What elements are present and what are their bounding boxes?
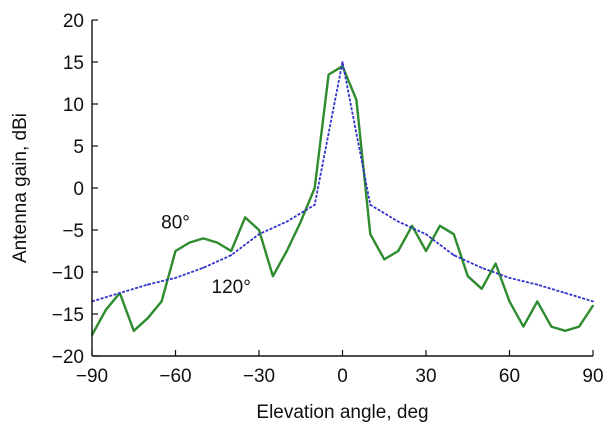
series-point-0 bbox=[133, 330, 135, 332]
series-point-0 bbox=[439, 225, 441, 227]
x-tick-label: −90 bbox=[76, 366, 108, 387]
x-tick-label: 0 bbox=[337, 366, 348, 387]
y-tick-label: 0 bbox=[73, 179, 84, 200]
y-tick-label: −10 bbox=[52, 263, 84, 284]
series-point-0 bbox=[578, 326, 580, 328]
y-tick-label: 15 bbox=[63, 53, 84, 74]
series-point-1 bbox=[481, 267, 483, 269]
series-point-0 bbox=[216, 242, 218, 244]
series-point-1 bbox=[202, 267, 204, 269]
series-point-0 bbox=[425, 250, 427, 252]
x-tick-label: 30 bbox=[415, 366, 436, 387]
series-point-0 bbox=[411, 225, 413, 227]
series-point-0 bbox=[397, 250, 399, 252]
series-point-0 bbox=[147, 317, 149, 319]
series-point-0 bbox=[175, 250, 177, 252]
series-point-1 bbox=[564, 292, 566, 294]
series-point-1 bbox=[425, 233, 427, 235]
y-tick-label: 20 bbox=[63, 11, 84, 32]
series-point-0 bbox=[314, 187, 316, 189]
series-point-1 bbox=[369, 204, 371, 206]
series-point-1 bbox=[147, 284, 149, 286]
series-point-0 bbox=[523, 326, 525, 328]
series-point-0 bbox=[286, 250, 288, 252]
y-tick-label: −15 bbox=[52, 305, 84, 326]
x-tick-label: −30 bbox=[243, 366, 275, 387]
series-point-0 bbox=[230, 250, 232, 252]
series-point-0 bbox=[258, 229, 260, 231]
series-point-0 bbox=[189, 242, 191, 244]
series-point-0 bbox=[564, 330, 566, 332]
x-tick-label: 90 bbox=[582, 366, 603, 387]
series-point-0 bbox=[244, 217, 246, 219]
y-tick-label: 5 bbox=[73, 137, 84, 158]
series-point-0 bbox=[369, 233, 371, 235]
series-point-1 bbox=[314, 204, 316, 206]
series-point-1 bbox=[175, 277, 177, 279]
x-axis-title: Elevation angle, deg bbox=[256, 402, 428, 423]
series-point-0 bbox=[592, 305, 594, 307]
series-point-1 bbox=[258, 233, 260, 235]
y-axis-title: Antenna gain, dBi bbox=[10, 113, 31, 263]
series-point-1 bbox=[397, 221, 399, 223]
x-tick-label: −60 bbox=[159, 366, 191, 387]
series-point-0 bbox=[481, 288, 483, 290]
series-point-1 bbox=[509, 277, 511, 279]
series-point-1 bbox=[536, 284, 538, 286]
series-point-0 bbox=[356, 99, 358, 101]
series-point-1 bbox=[286, 221, 288, 223]
series-point-1 bbox=[119, 292, 121, 294]
series-point-1 bbox=[592, 301, 594, 303]
series-point-0 bbox=[536, 301, 538, 303]
series-point-0 bbox=[105, 309, 107, 311]
series-point-1 bbox=[230, 254, 232, 256]
y-tick-label: 10 bbox=[63, 95, 84, 116]
series-point-0 bbox=[467, 275, 469, 277]
annotation-label: 120° bbox=[212, 277, 251, 298]
series-point-0 bbox=[495, 263, 497, 265]
series-point-0 bbox=[161, 301, 163, 303]
series-point-0 bbox=[509, 301, 511, 303]
series-point-0 bbox=[550, 326, 552, 328]
series-point-1 bbox=[453, 254, 455, 256]
series-point-0 bbox=[300, 221, 302, 223]
series-point-0 bbox=[272, 275, 274, 277]
y-tick-label: −20 bbox=[52, 347, 84, 368]
series-point-0 bbox=[383, 259, 385, 261]
series-point-1 bbox=[342, 61, 344, 63]
annotation-label: 80° bbox=[161, 212, 190, 233]
series-point-0 bbox=[453, 233, 455, 235]
series-point-0 bbox=[202, 238, 204, 240]
series-point-0 bbox=[328, 74, 330, 76]
y-tick-label: −5 bbox=[62, 221, 84, 242]
x-tick-label: 60 bbox=[499, 366, 520, 387]
